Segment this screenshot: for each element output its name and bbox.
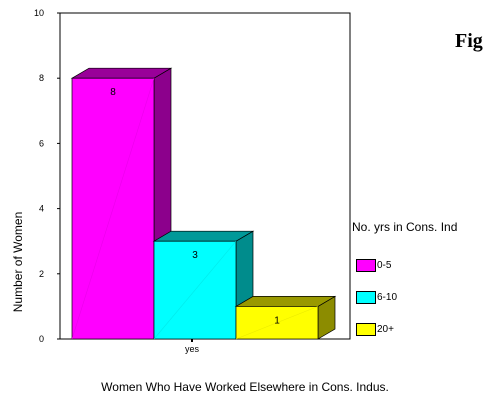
legend-swatch-0-5 [356,258,376,272]
data-label: 3 [192,250,198,261]
bar-top-face [152,230,255,242]
legend-item-6-10: 6-10 [356,289,397,305]
legend-title: No. yrs in Cons. Ind [352,220,458,234]
y-tick-label: 10 [34,8,44,18]
y-tick-label: 6 [39,138,44,148]
legend-item-20plus: 20+ [356,321,394,337]
x-tick-label: yes [185,344,200,354]
legend-swatch-20plus [356,322,376,336]
y-tick-label: 4 [39,204,44,214]
bar-top-face [70,67,173,79]
figure-label: Fig [455,30,483,52]
chart-bars: 8 3 1 [70,67,337,340]
bar-highlight [71,78,155,340]
bar-highlight [153,241,237,340]
bar-highlight [235,306,319,340]
legend-swatch-6-10 [356,290,376,304]
y-tick-label: 0 [39,334,44,344]
y-axis-label: Number of Women [11,211,25,313]
data-label: 1 [274,315,280,326]
legend-item-0-5: 0-5 [356,257,391,273]
legend-label-0-5: 0-5 [377,259,392,271]
legend-label-6-10: 6-10 [377,291,398,303]
legend-label-20plus: 20+ [377,323,394,335]
y-tick-label: 2 [39,269,44,279]
bar-20+: 1 [234,295,337,340]
bar-top-face [234,296,337,307]
data-label: 8 [110,87,116,98]
chart-ticks: 0 2 4 6 8 10 yes [34,8,200,354]
y-tick-label: 8 [39,73,44,83]
x-axis-label: Women Who Have Worked Elsewhere in Cons.… [101,380,389,394]
